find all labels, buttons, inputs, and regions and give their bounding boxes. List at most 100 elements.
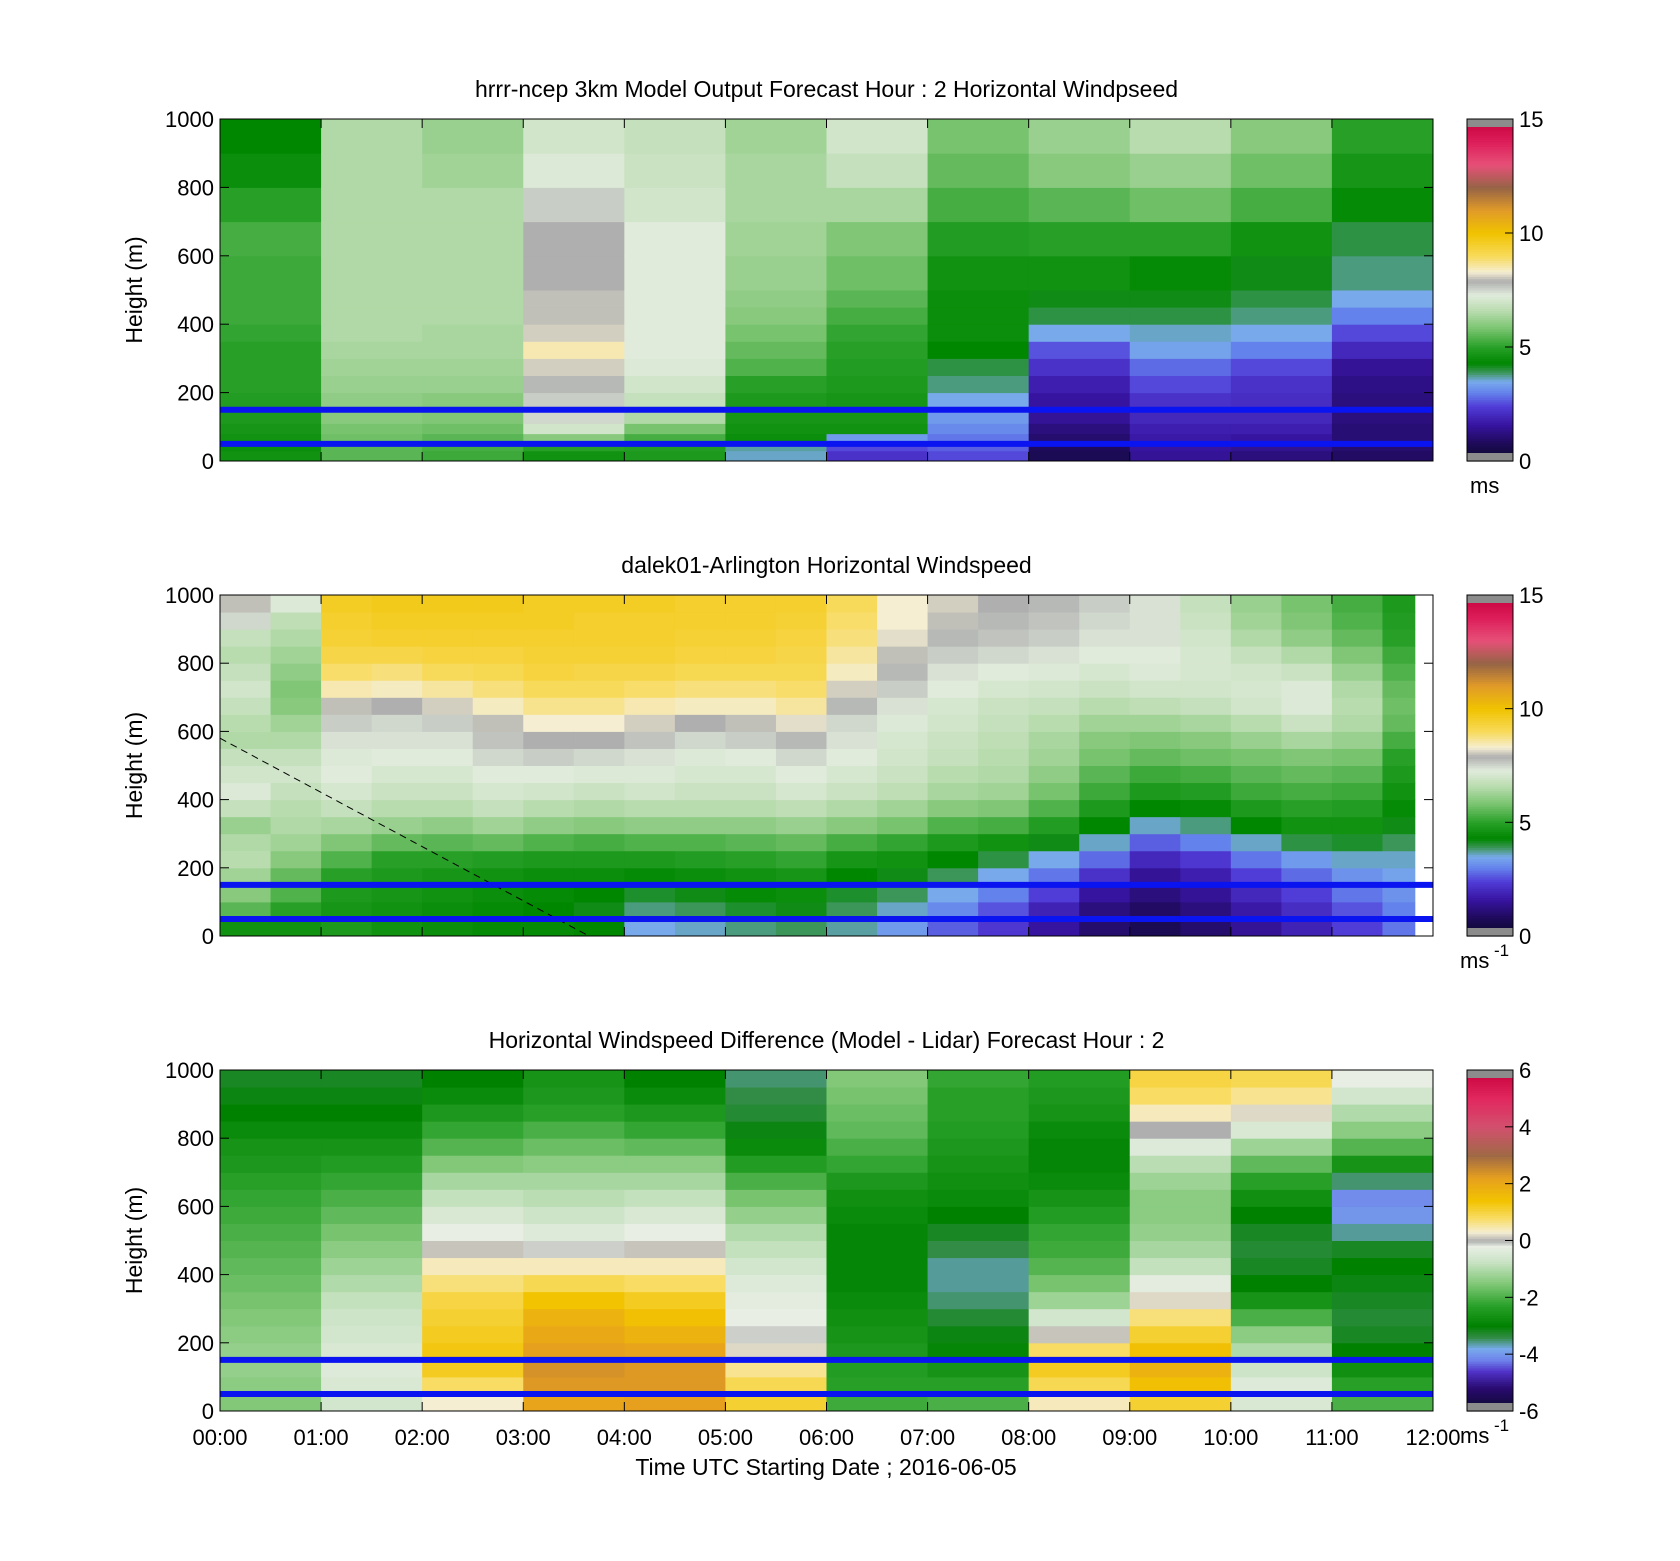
colorbar-cap	[1467, 1070, 1513, 1078]
colorbar-step	[1467, 1222, 1513, 1226]
heatmap-cell	[1230, 1308, 1333, 1327]
heatmap-cell	[1382, 612, 1416, 630]
heatmap-cell	[1028, 290, 1131, 308]
colorbar-step	[1467, 374, 1513, 378]
colorbar-step	[1467, 1076, 1513, 1080]
heatmap-cell	[826, 680, 878, 698]
colorbar-step	[1467, 888, 1513, 892]
heatmap-cell	[826, 187, 929, 223]
heatmap-cell	[674, 918, 726, 937]
colorbar-step	[1467, 290, 1513, 293]
heatmap-cell	[1129, 646, 1181, 664]
heatmap-cell	[1129, 850, 1181, 869]
colorbar-step	[1467, 260, 1513, 264]
colorbar-step	[1467, 851, 1513, 855]
heatmap-cell	[927, 1291, 1030, 1310]
colorbar-step	[1467, 874, 1513, 878]
heatmap-cell	[674, 833, 726, 852]
colorbar-step	[1467, 372, 1513, 375]
heatmap-cell	[321, 392, 423, 411]
heatmap-cell	[321, 1172, 423, 1190]
heatmap-cell	[927, 1121, 1030, 1139]
heatmap-cell	[1331, 307, 1434, 325]
colorbar-step	[1467, 1176, 1513, 1180]
colorbar-step	[1467, 1138, 1513, 1142]
heatmap-cell	[1028, 307, 1131, 325]
heatmap-cell	[1079, 663, 1131, 681]
heatmap-cell	[220, 612, 272, 630]
heatmap-cell	[523, 799, 575, 818]
colorbar-step	[1467, 1260, 1513, 1264]
x-tick-label: 02:00	[395, 1425, 450, 1450]
colorbar-step	[1467, 1174, 1513, 1178]
colorbar-step	[1467, 153, 1513, 157]
heatmap-cell	[624, 433, 726, 445]
heatmap-cell	[927, 731, 979, 749]
heatmap-cell	[674, 697, 726, 715]
colorbar-step	[1467, 795, 1513, 798]
heatmap-cell	[1331, 1206, 1434, 1224]
heatmap-cell	[472, 918, 524, 937]
heatmap-cell	[270, 833, 322, 852]
colorbar-step	[1467, 1183, 1513, 1187]
heatmap-cell	[270, 799, 322, 818]
heatmap-cell	[826, 443, 929, 452]
heatmap-cell	[523, 901, 575, 920]
heatmap-cell	[624, 1393, 726, 1412]
heatmap-cell	[472, 595, 524, 613]
colorbar-step	[1467, 310, 1513, 314]
colorbar-step	[1467, 629, 1513, 632]
heatmap-cell	[624, 392, 726, 411]
colorbar-step	[1467, 1254, 1513, 1258]
heatmap-cell	[1331, 153, 1434, 188]
heatmap-cell	[472, 884, 524, 903]
heatmap-cell	[1230, 409, 1333, 424]
heatmap-cell	[1129, 433, 1232, 445]
heatmap-cell	[220, 731, 272, 749]
heatmap-cell	[220, 153, 322, 188]
colorbar-step	[1467, 858, 1513, 862]
heatmap-cell	[371, 833, 423, 852]
colorbar-step	[1467, 781, 1513, 785]
colorbar-step	[1467, 906, 1513, 910]
heatmap-cell	[624, 884, 676, 903]
heatmap-cell	[1129, 307, 1232, 325]
heatmap-cell	[1028, 918, 1080, 937]
heatmap-cell	[1382, 697, 1416, 715]
colorbar-step	[1467, 879, 1513, 883]
heatmap-cell	[1230, 255, 1333, 291]
x-tick-label: 08:00	[1001, 1425, 1056, 1450]
heatmap-cell	[1129, 1325, 1232, 1344]
heatmap-cell	[775, 850, 827, 869]
heatmap-cell	[523, 358, 625, 376]
heatmap-cell	[624, 1206, 726, 1224]
colorbar-step	[1467, 770, 1513, 773]
colorbar-step	[1467, 162, 1513, 166]
heatmap-cell	[270, 901, 322, 920]
heatmap-cell	[725, 1206, 827, 1224]
heatmap-cell	[1028, 748, 1080, 766]
colorbar-step	[1467, 729, 1513, 732]
heatmap-cell	[523, 680, 575, 698]
colorbar-step	[1467, 406, 1513, 410]
colorbar-step	[1467, 1295, 1513, 1298]
heatmap-cell	[220, 1393, 322, 1412]
heatmap-cell	[321, 1308, 423, 1327]
heatmap-cell	[1331, 816, 1383, 835]
colorbar-step	[1467, 130, 1513, 134]
heatmap-cell	[725, 358, 827, 376]
heatmap-cell	[573, 748, 625, 766]
heatmap-cell	[1331, 918, 1383, 937]
heatmap-cell	[1129, 1172, 1232, 1190]
heatmap-cell	[1230, 629, 1282, 647]
colorbar-step	[1467, 1306, 1513, 1310]
heatmap-cell	[472, 782, 524, 801]
heatmap-cell	[1079, 884, 1131, 903]
heatmap-cell	[826, 1274, 929, 1293]
heatmap-cell	[1129, 918, 1181, 937]
colorbar-cap	[1467, 595, 1513, 603]
colorbar-step	[1467, 242, 1513, 245]
heatmap-cell	[725, 731, 777, 749]
heatmap-cell	[1129, 187, 1232, 223]
y-axis-label: Height (m)	[121, 712, 147, 819]
